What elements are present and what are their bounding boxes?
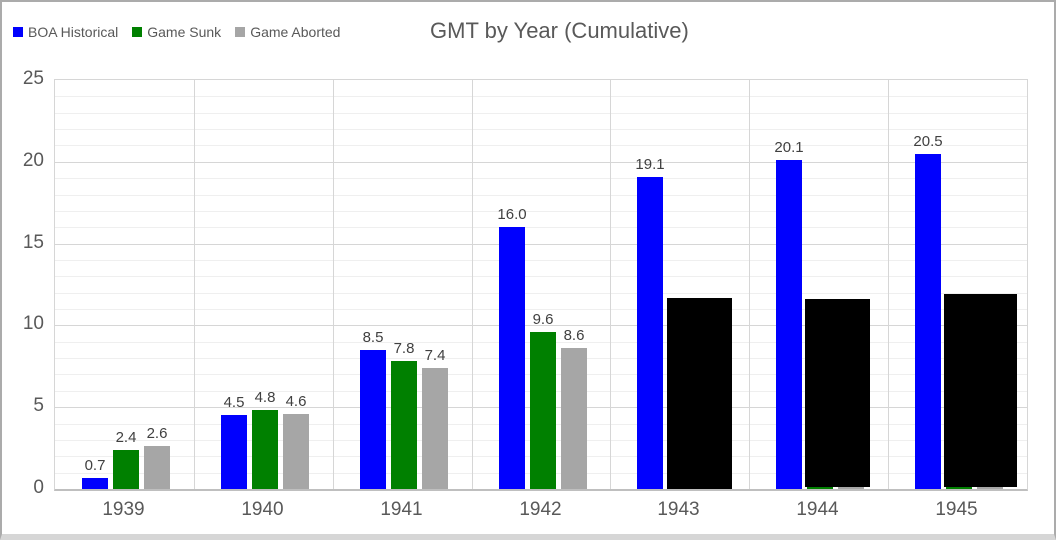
bar-value-label: 2.6	[146, 425, 168, 442]
legend-swatch-gray	[235, 27, 246, 37]
bar-boa-historical-1945[interactable]	[915, 154, 941, 489]
legend-swatch-blue	[13, 27, 23, 37]
y-axis-label-5: 5	[33, 395, 44, 416]
bar-value-label: 7.4	[424, 347, 446, 364]
gridline-vertical	[749, 80, 750, 489]
black-overlay-bar-1943[interactable]	[667, 298, 732, 489]
gridline-horizontal	[55, 129, 1027, 131]
bar-game-sunk-1939[interactable]	[113, 450, 139, 489]
bar-game-aborted-1941[interactable]	[422, 368, 448, 489]
y-axis-label-20: 20	[22, 150, 44, 171]
bar-game-sunk-1945[interactable]	[946, 487, 972, 489]
gridline-horizontal	[55, 178, 1027, 180]
bar-value-label: 8.5	[362, 329, 384, 346]
x-axis-label-1944: 1944	[796, 499, 839, 520]
black-overlay-bar-1944[interactable]	[805, 299, 870, 487]
gridline-horizontal	[55, 292, 1027, 294]
gridline-horizontal	[55, 259, 1027, 261]
bar-game-aborted-1944[interactable]	[838, 487, 864, 489]
bar-boa-historical-1942[interactable]	[499, 227, 525, 489]
bar-game-aborted-1940[interactable]	[283, 414, 309, 489]
bar-value-label: 4.8	[254, 389, 276, 406]
legend-label-game-sunk: Game Sunk	[147, 24, 222, 40]
bar-value-label: 7.8	[393, 340, 415, 357]
gridline-horizontal	[55, 309, 1027, 311]
gridline-horizontal	[55, 210, 1027, 212]
x-axis-label-1942: 1942	[519, 499, 562, 520]
bar-game-sunk-1940[interactable]	[252, 410, 278, 489]
gridline-horizontal	[55, 112, 1027, 114]
bar-boa-historical-1941[interactable]	[360, 350, 386, 489]
legend-item-game-sunk[interactable]: Game Sunk	[132, 24, 221, 40]
bar-value-label: 0.7	[84, 457, 106, 474]
legend-label-game-aborted: Game Aborted	[250, 24, 341, 40]
y-axis-label-0: 0	[33, 477, 44, 498]
gridline-horizontal	[55, 243, 1027, 245]
bar-game-sunk-1942[interactable]	[530, 332, 556, 489]
gridline-horizontal	[55, 96, 1027, 98]
bar-game-sunk-1941[interactable]	[391, 361, 417, 489]
legend-swatch-green	[132, 27, 143, 37]
legend-label-boa-historical: BOA Historical	[28, 24, 119, 40]
x-axis-label-1945: 1945	[935, 499, 978, 520]
y-axis-label-10: 10	[22, 313, 44, 334]
bar-boa-historical-1939[interactable]	[82, 478, 108, 489]
gridline-horizontal	[55, 194, 1027, 196]
bar-value-label: 8.6	[563, 327, 585, 344]
legend-item-boa-historical[interactable]: BOA Historical	[13, 24, 118, 40]
bar-game-sunk-1944[interactable]	[807, 487, 833, 489]
x-axis-label-1941: 1941	[380, 499, 423, 520]
bar-value-label: 16.0	[497, 206, 527, 223]
legend-item-game-aborted[interactable]: Game Aborted	[235, 24, 340, 40]
bar-value-label: 2.4	[115, 429, 137, 446]
bar-boa-historical-1940[interactable]	[221, 415, 247, 489]
gridline-horizontal	[55, 161, 1027, 163]
bar-boa-historical-1944[interactable]	[776, 160, 802, 489]
gridline-vertical	[194, 80, 195, 489]
y-axis-label-15: 15	[22, 232, 44, 253]
bar-game-aborted-1945[interactable]	[977, 487, 1003, 489]
bar-value-label: 20.5	[913, 133, 943, 150]
bar-game-aborted-1942[interactable]	[561, 348, 587, 489]
black-overlay-bar-1945[interactable]	[944, 294, 1017, 487]
gridline-vertical	[333, 80, 334, 489]
bar-value-label: 9.6	[532, 311, 554, 328]
bar-boa-historical-1943[interactable]	[637, 177, 663, 489]
gridline-horizontal	[55, 227, 1027, 229]
bar-game-aborted-1939[interactable]	[144, 446, 170, 489]
x-axis-label-1943: 1943	[657, 499, 700, 520]
bar-value-label: 4.5	[223, 394, 245, 411]
y-axis-label-25: 25	[22, 68, 44, 89]
chart-title[interactable]: GMT by Year (Cumulative)	[430, 18, 689, 43]
gridline-vertical	[472, 80, 473, 489]
gridline-vertical	[888, 80, 889, 489]
bar-value-label: 4.6	[285, 393, 307, 410]
gridline-vertical	[610, 80, 611, 489]
gridline-horizontal	[55, 276, 1027, 278]
gridline-horizontal	[55, 145, 1027, 147]
gridline-horizontal	[55, 325, 1027, 327]
bar-value-label: 19.1	[635, 156, 665, 173]
plot-area: 0.7 2.4 2.6 4.5 4.8 4.6 8.5 7.8 7.4 16.0 9.6 8.6 19.…	[54, 79, 1028, 491]
x-axis-label-1940: 1940	[241, 499, 284, 520]
bar-value-label: 20.1	[774, 139, 804, 156]
legend: BOA Historical Game Sunk Game Aborted	[13, 24, 340, 40]
x-axis-label-1939: 1939	[102, 499, 145, 520]
